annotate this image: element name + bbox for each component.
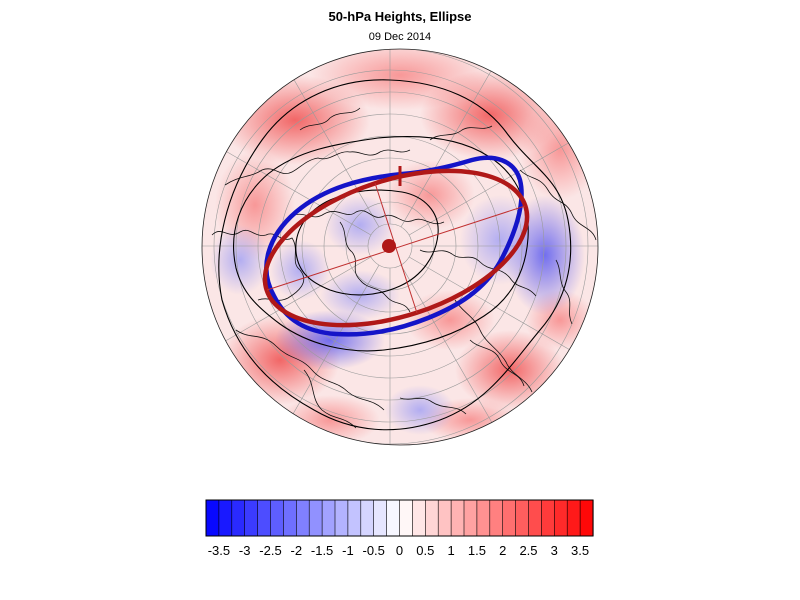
ellipse-axes xyxy=(266,182,526,314)
colorbar-tick-label: 0.5 xyxy=(416,543,434,558)
colorbar-tick-label: -3 xyxy=(239,543,251,558)
meridian-line xyxy=(408,256,573,352)
colorbar-swatch xyxy=(205,499,220,537)
meridian-line xyxy=(207,256,372,352)
meridian-line xyxy=(400,63,496,228)
colorbar-swatch xyxy=(476,499,491,537)
colorbar-swatch xyxy=(360,499,375,537)
colorbar-swatch xyxy=(579,499,594,537)
colorbar-tick-label: 3.5 xyxy=(571,543,589,558)
colorbar-frame xyxy=(205,499,594,537)
colorbar-swatch xyxy=(321,499,336,537)
colorbar-tick-label: 3 xyxy=(551,543,558,558)
colorbar-tick-label: -1 xyxy=(342,543,354,558)
colorbar-tick-label: -2 xyxy=(291,543,303,558)
colorbar-tick-label: -0.5 xyxy=(362,543,384,558)
anomaly-field xyxy=(202,49,598,445)
colorbar-tick-label: -1.5 xyxy=(311,543,333,558)
colorbar-swatch xyxy=(373,499,388,537)
colorbar-swatch xyxy=(231,499,246,537)
colorbar-swatch xyxy=(502,499,517,537)
meridian-line xyxy=(207,140,372,236)
colorbar-swatch xyxy=(463,499,478,537)
colorbar-swatch xyxy=(295,499,310,537)
colorbar-tick-label: 1 xyxy=(447,543,454,558)
colorbar-swatch xyxy=(308,499,323,537)
colorbar-swatch xyxy=(244,499,259,537)
vortex-centroid xyxy=(382,239,396,253)
colorbar-swatch xyxy=(257,499,272,537)
colorbar-tick-label: 2.5 xyxy=(519,543,537,558)
colorbar-swatch xyxy=(515,499,530,537)
meridian-line xyxy=(400,264,496,429)
colorbar-swatch xyxy=(489,499,504,537)
colorbar-tick-label: 0 xyxy=(396,543,403,558)
colorbar-swatch xyxy=(528,499,542,537)
colorbar-swatch xyxy=(399,499,413,537)
colorbar-swatch xyxy=(424,499,439,537)
colorbar-swatch xyxy=(270,499,284,537)
colorbar-swatch xyxy=(334,499,349,537)
colorbar-swatches xyxy=(205,499,594,537)
colorbar-swatch xyxy=(412,499,426,537)
colorbar-tick-label: -2.5 xyxy=(259,543,281,558)
colorbar-swatch xyxy=(283,499,297,537)
coastlines xyxy=(211,107,597,429)
colorbar-tick-label: 1.5 xyxy=(468,543,486,558)
colorbar-swatch xyxy=(347,499,362,537)
colorbar-tick-label: -3.5 xyxy=(208,543,230,558)
colorbar-swatch xyxy=(566,499,581,537)
page-title: 50-hPa Heights, Ellipse xyxy=(328,9,472,24)
colorbar-swatch xyxy=(386,499,401,537)
colorbar-swatch xyxy=(437,499,452,537)
colorbar-swatch xyxy=(218,499,233,537)
colorbar-swatch xyxy=(541,499,555,537)
colorbar-swatch xyxy=(553,499,568,537)
colorbar-swatch xyxy=(450,499,465,537)
observed-vortex-contour xyxy=(264,155,524,337)
colorbar-tick-label: 2 xyxy=(499,543,506,558)
date-subtitle: 09 Dec 2014 xyxy=(368,31,432,43)
colorbar-ticks: -3.5 -3 -2.5 -2 -1.5 -1 -0.5 0 0.5 1 1.5 2 2.5 3 3.5 xyxy=(208,543,589,558)
globe-border xyxy=(201,48,599,446)
